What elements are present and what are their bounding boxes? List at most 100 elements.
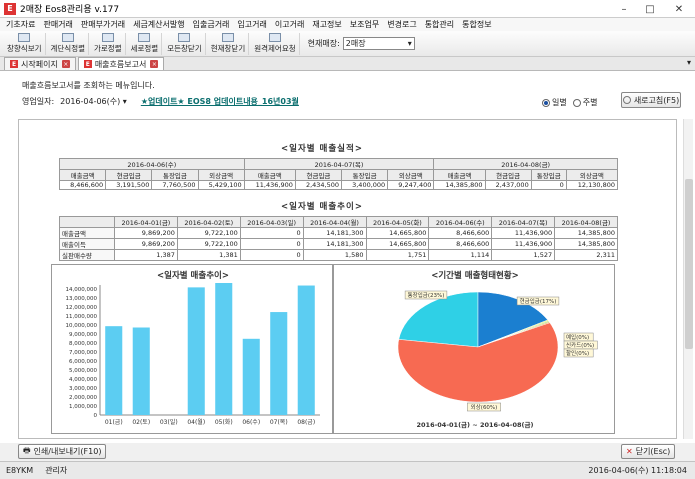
report-scrollbar[interactable] [683,119,693,439]
table-cell: 5,429,100 [197,180,245,190]
printer-icon: 🖶 [23,445,31,455]
x-tick-label: 01(금) [105,419,123,426]
sales-trend-bar-chart: <일자별 매출추이> 0 1,000,000 2,000,000 3,000,000 4,… [66,270,320,426]
tab-list-chevron-icon[interactable]: ▾ [686,58,691,67]
date-header: 2016-04-03(일) [239,216,304,228]
date-header: 2016-04-08(금) [433,158,618,170]
menu-item[interactable]: 이고거래 [274,20,305,29]
window-icon [221,33,234,42]
tool-label: 창향식보기 [7,44,42,53]
close-icon[interactable]: × [150,60,159,68]
column-header: 현금입금 [484,169,532,181]
refresh-button[interactable]: 새로고침(F5) [621,92,681,108]
cascade-view-button[interactable]: 창향식보기 [4,32,46,55]
pie-label: 외상(60%) [471,403,498,411]
menu-item[interactable]: 기초자료 [6,20,36,29]
table-cell: 14,385,800 [554,227,618,239]
maximize-button[interactable]: □ [645,3,655,15]
table-cell: 0 [530,180,567,190]
cascade-arrange-button[interactable]: 계단식정렬 [48,32,89,55]
minimize-button[interactable]: – [621,3,627,15]
status-datetime: 2016-04-06(수) 11:18:04 [588,466,687,475]
close-all-windows-button[interactable]: 모든창닫기 [164,32,206,55]
close-icon[interactable]: × [61,60,70,68]
print-export-button[interactable]: 🖶 인쇄/내보내기(F10) [18,444,107,459]
bar [215,283,233,415]
tool-label: 원격제어요청 [254,44,296,53]
table-cell: 9,869,200 [114,238,178,250]
close-x-icon: ✕ [626,447,633,456]
store-select[interactable]: 2매장 ▾ [342,37,415,50]
chart-title: <기간별 매출형태현황> [431,270,519,281]
menu-item[interactable]: 통합관리 [424,20,455,29]
tab-start-page[interactable]: E 시작페이지 × [4,57,76,70]
menu-item[interactable]: 판매거래 [43,20,73,29]
window-title: 2매장 Eos8관리용 v.177 [20,5,120,15]
scroll-thumb[interactable] [685,179,693,349]
column-header: 통장입금 [530,169,567,181]
weekly-radio[interactable] [572,98,581,107]
tab-sales-flow-report[interactable]: E 매출흐름보고서 × [77,57,165,70]
table-cell: 9,722,100 [176,227,241,239]
daily-radio[interactable] [542,98,550,107]
tab-label: 시작페이지 [21,59,58,69]
sales-trend-title: <일자별 매출추이> [281,202,363,212]
menu-item[interactable]: 변경로그 [387,20,417,29]
menu-item[interactable]: 입출금거래 [192,20,230,29]
weekly-radio-label: 주별 [582,98,598,107]
column-header: 현금입금 [294,169,343,181]
y-tick-label: 3,000,000 [69,386,97,392]
date-header: 2016-04-04(월) [302,216,367,228]
toolbar: 창향식보기 계단식정렬 가로정렬 세로정렬 모든창닫기 현재창닫기 원격제어요청… [0,31,695,57]
y-tick-label: 8,000,000 [69,341,97,347]
menu-item[interactable]: 판매부가거래 [80,20,126,29]
print-export-label: 인쇄/내보내기(F10) [33,447,102,456]
table-cell: 9,722,100 [176,238,241,250]
y-tick-label: 0 [94,413,98,419]
vertical-arrange-button[interactable]: 세로정렬 [128,32,163,55]
window-icon [61,33,74,42]
table-cell: 0 [239,227,304,239]
tab-bar: E 시작페이지 × E 매출흐름보고서 × ▾ [0,57,695,71]
column-header: 외상금액 [387,169,435,181]
date-header: 2016-04-05(화) [365,216,430,228]
date-header: 2016-04-06(수) [428,216,493,228]
table-cell: 3,400,000 [341,180,389,190]
menu-item[interactable]: 통합정보 [462,20,492,29]
close-current-window-button[interactable]: 현재창닫기 [208,32,250,55]
menu-item[interactable]: 입고거래 [237,20,267,29]
table-cell: 2,437,000 [484,180,532,190]
store-value: 2매장 [345,39,366,48]
close-window-button[interactable]: ✕ [674,3,684,15]
chevron-down-icon: ▾ [122,97,127,106]
date-header: 2016-04-08(금) [554,216,618,228]
column-header: 외상금액 [565,169,619,181]
close-button[interactable]: ✕ 닫기(Esc) [621,444,676,459]
update-link[interactable]: ★업데이트★ EOS8 업데이트내용_16년03월 [140,97,299,106]
table-cell: 2,434,500 [294,180,343,190]
bar [242,338,260,415]
date-header: 2016-04-07(목) [243,158,435,170]
date-header: 2016-04-01(금) [114,216,178,228]
horizontal-arrange-button[interactable]: 가로정렬 [91,32,126,55]
bottom-button-bar: 🖶 인쇄/내보내기(F10) ✕ 닫기(Esc) [0,443,695,461]
date-select[interactable]: 2016-04-06(수) ▾ [60,96,127,107]
y-tick-label: 7,000,000 [69,350,97,356]
tool-label: 현재창닫기 [210,44,246,53]
corner-header [59,216,115,228]
menu-item[interactable]: 세금계산서발행 [133,20,185,29]
table-row: 매출금액 9,869,200 9,722,100 0 14,181,300 14… [59,227,618,239]
row-label: 실판매수량 [59,249,115,261]
row-label: 매출금액 [59,227,115,239]
menu-item[interactable]: 보조업무 [349,20,380,29]
status-bar: E8YKM 관리자 2016-04-06(수) 11:18:04 [0,461,695,479]
y-tick-label: 4,000,000 [69,377,97,383]
menu-item[interactable]: 재고정보 [312,20,342,29]
table-cell: 1,751 [365,249,430,261]
daily-radio-label: 일별 [552,98,567,107]
remote-control-button[interactable]: 원격제어요청 [251,32,300,55]
y-tick-label: 9,000,000 [69,332,97,338]
bar [105,326,123,415]
pie-label-box [467,402,501,412]
column-header: 통장입금 [151,169,199,181]
